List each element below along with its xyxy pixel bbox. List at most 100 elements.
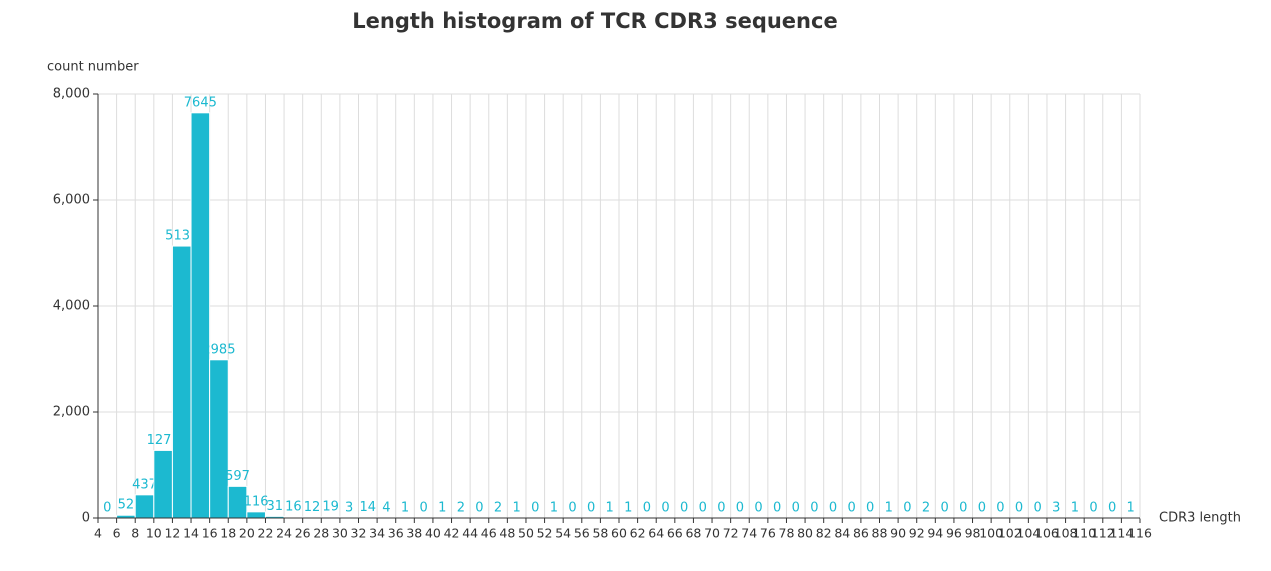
value-label: 1	[885, 500, 893, 515]
x-tick-label: 68	[685, 526, 701, 541]
x-tick-label: 12	[164, 526, 180, 541]
bar	[171, 245, 192, 519]
x-tick-label: 4	[94, 526, 102, 541]
value-label: 0	[866, 501, 874, 516]
value-label: 2	[494, 500, 502, 515]
x-tick-label: 52	[537, 526, 553, 541]
x-tick-label: 66	[667, 526, 683, 541]
x-tick-label: 32	[351, 526, 367, 541]
value-label: 437	[132, 477, 157, 492]
value-label: 12	[304, 500, 321, 515]
x-tick-label: 110	[1072, 526, 1096, 541]
value-label: 1	[401, 500, 409, 515]
value-label: 2	[457, 500, 465, 515]
value-label: 1	[550, 500, 558, 515]
value-label: 0	[1089, 501, 1097, 516]
x-tick-label: 38	[406, 526, 422, 541]
x-tick-label: 116	[1128, 526, 1152, 541]
value-label: 4	[382, 500, 390, 515]
value-label: 5131	[165, 229, 198, 244]
value-label: 0	[978, 501, 986, 516]
x-tick-label: 58	[592, 526, 608, 541]
value-label: 2	[922, 500, 930, 515]
x-tick-label: 50	[518, 526, 534, 541]
chart-title: Length histogram of TCR CDR3 sequence	[352, 9, 837, 33]
value-label: 1	[513, 500, 521, 515]
x-tick-label: 102	[998, 526, 1022, 541]
bar	[190, 112, 211, 519]
x-tick-label: 78	[779, 526, 795, 541]
y-tick-label: 6,000	[53, 193, 90, 208]
x-tick-label: 94	[927, 526, 943, 541]
x-tick-label: 28	[313, 526, 329, 541]
value-label: 3	[345, 500, 353, 515]
y-tick-label: 2,000	[53, 405, 90, 420]
x-tick-label: 26	[295, 526, 311, 541]
x-tick-label: 100	[979, 526, 1003, 541]
value-label: 0	[717, 501, 725, 516]
bar	[209, 359, 229, 519]
value-label: 0	[661, 501, 669, 516]
value-label: 0	[1108, 501, 1116, 516]
value-label: 0	[419, 501, 427, 516]
y-tick-label: 4,000	[53, 299, 90, 314]
value-label: 597	[225, 469, 250, 484]
value-label: 0	[531, 501, 539, 516]
x-tick-label: 70	[704, 526, 720, 541]
value-label: 0	[736, 501, 744, 516]
value-label: 0	[103, 501, 111, 516]
x-tick-label: 54	[555, 526, 571, 541]
y-tick-label: 0	[82, 511, 90, 526]
x-tick-label: 80	[797, 526, 813, 541]
x-tick-label: 10	[146, 526, 162, 541]
value-label: 3	[1052, 500, 1060, 515]
x-tick-label: 112	[1091, 526, 1115, 541]
value-label: 0	[847, 501, 855, 516]
value-label: 0	[959, 501, 967, 516]
x-tick-label: 40	[425, 526, 441, 541]
value-label: 1	[1071, 500, 1079, 515]
x-tick-label: 108	[1054, 526, 1078, 541]
value-label: 0	[810, 501, 818, 516]
x-tick-label: 24	[276, 526, 292, 541]
x-tick-label: 46	[481, 526, 497, 541]
value-label: 0	[940, 501, 948, 516]
value-label: 14	[360, 500, 377, 515]
x-tick-label: 20	[239, 526, 255, 541]
value-label: 31	[266, 499, 283, 514]
x-tick-label: 104	[1016, 526, 1040, 541]
value-label: 1	[1127, 500, 1135, 515]
bar	[134, 494, 155, 519]
x-tick-label: 22	[258, 526, 274, 541]
x-tick-label: 88	[872, 526, 888, 541]
bar	[153, 449, 173, 519]
x-tick-label: 74	[741, 526, 757, 541]
x-tick-label: 76	[760, 526, 776, 541]
x-tick-label: 90	[890, 526, 906, 541]
value-label: 2985	[202, 342, 235, 357]
value-label: 0	[699, 501, 707, 516]
x-tick-label: 64	[648, 526, 664, 541]
x-tick-label: 6	[113, 526, 121, 541]
value-label: 0	[996, 501, 1004, 516]
x-tick-label: 106	[1035, 526, 1059, 541]
x-tick-label: 42	[444, 526, 460, 541]
value-label: 1	[606, 500, 614, 515]
x-tick-label: 18	[220, 526, 236, 541]
value-label: 0	[754, 501, 762, 516]
x-tick-label: 86	[853, 526, 869, 541]
y-tick-label: 8,000	[53, 87, 90, 102]
x-tick-label: 30	[332, 526, 348, 541]
value-label: 16	[285, 500, 302, 515]
x-tick-label: 72	[723, 526, 739, 541]
x-tick-label: 56	[574, 526, 590, 541]
x-tick-label: 60	[611, 526, 627, 541]
bar	[246, 511, 266, 519]
x-tick-label: 96	[946, 526, 962, 541]
x-tick-label: 8	[131, 526, 139, 541]
value-label: 0	[680, 501, 688, 516]
value-label: 7645	[184, 95, 217, 110]
value-label: 0	[773, 501, 781, 516]
value-label: 0	[1034, 501, 1042, 516]
